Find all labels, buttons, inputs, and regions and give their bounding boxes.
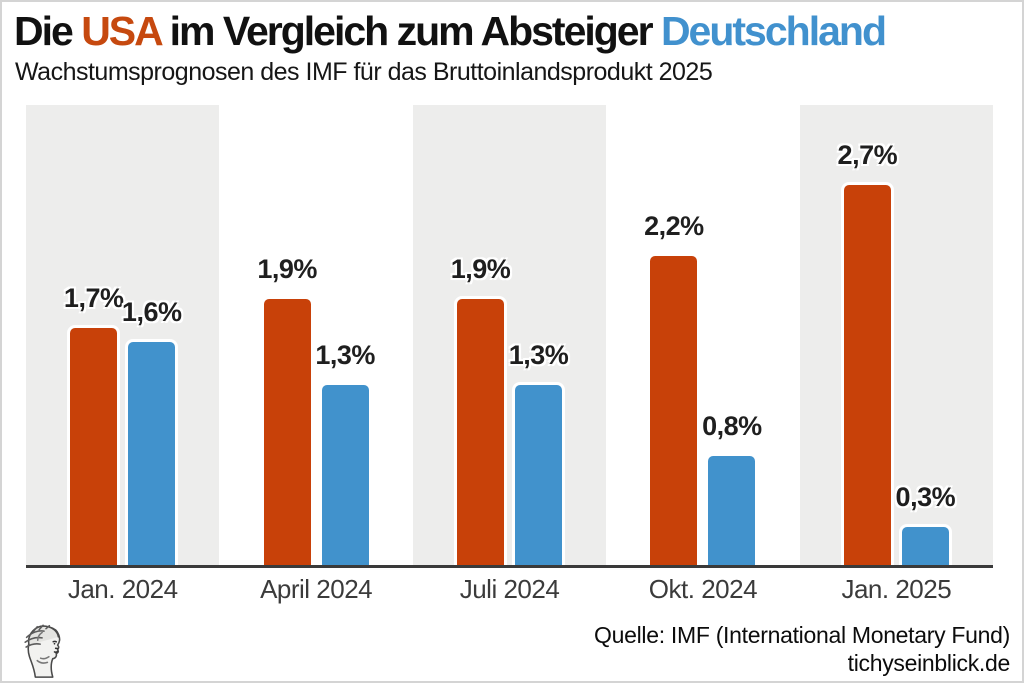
bar-fill-usa-3 <box>454 296 508 567</box>
bar-deutschland-4: 0,8% <box>702 411 762 567</box>
source-text: Quelle: IMF (International Monetary Fund… <box>594 622 1010 648</box>
chart-group-1: 1,7% 1,6% <box>26 105 220 567</box>
title-part1: Die <box>14 8 82 54</box>
bar-fill-deutschland-2 <box>318 382 372 567</box>
bar-fill-deutschland-4 <box>705 453 759 567</box>
value-label-usa-2: 1,9% <box>257 254 317 284</box>
bar-deutschland-2: 1,3% <box>315 340 375 567</box>
bar-usa-5: 2,7% <box>838 140 898 567</box>
x-axis-label-4: Okt. 2024 <box>648 574 758 604</box>
bar-usa-2: 1,9% <box>257 254 317 567</box>
value-label-usa-1: 1,7% <box>63 283 124 313</box>
bar-fill-deutschland-1 <box>125 339 179 567</box>
value-label-usa-4: 2,2% <box>644 211 704 241</box>
x-axis-label-3: Juli 2024 <box>459 574 560 604</box>
chart-group-4: 2,2% 0,8% <box>606 105 799 567</box>
bar-fill-deutschland-3 <box>512 382 566 567</box>
value-label-deutschland-3: 1,3% <box>508 340 569 370</box>
tichys-einblick-logo <box>24 624 61 678</box>
bar-fill-usa-1 <box>67 325 121 567</box>
x-axis-line <box>26 565 993 568</box>
bar-deutschland-3: 1,3% <box>509 340 569 567</box>
source-block: Quelle: IMF (International Monetary Fund… <box>594 621 1010 677</box>
chart-subtitle: Wachstumsprognosen des IMF für das Brutt… <box>15 58 713 86</box>
chart-group-3: 1,9% 1,3% <box>412 105 607 567</box>
value-label-deutschland-1: 1,6% <box>121 297 182 327</box>
chart-group-5: 2,7% 0,3% <box>799 105 994 567</box>
value-label-deutschland-4: 0,8% <box>702 411 762 441</box>
title-germany-accent: Deutschland <box>660 8 887 54</box>
x-axis-label-5: Jan. 2025 <box>841 574 952 604</box>
bar-usa-3: 1,9% <box>451 254 511 567</box>
website-text: tichyseinblick.de <box>847 650 1011 676</box>
value-label-usa-3: 1,9% <box>450 254 511 284</box>
bar-usa-4: 2,2% <box>644 211 704 567</box>
bar-fill-usa-4 <box>647 253 701 567</box>
x-axis-labels: Jan. 2024 April 2024 Juli 2024 Okt. 2024 Jan… <box>26 574 993 605</box>
bar-usa-1: 1,7% <box>64 283 124 567</box>
value-label-deutschland-2: 1,3% <box>315 340 375 370</box>
title-usa-accent: USA <box>81 8 162 54</box>
x-axis-label-1: Jan. 2024 <box>67 574 178 604</box>
value-label-deutschland-5: 0,3% <box>895 482 956 512</box>
title-part2: im Vergleich zum Absteiger <box>160 8 661 54</box>
bar-fill-usa-5 <box>840 182 894 567</box>
bar-deutschland-1: 1,6% <box>122 297 182 567</box>
bar-fill-usa-2 <box>260 296 314 567</box>
page-title: Die USA im Vergleich zum Absteiger Deuts… <box>14 8 887 55</box>
bar-chart: 1,7% 1,6% 1,9% 1,3% 1,9% 1,3% 2,2% 0,8% 2,7% 0,3% <box>26 105 994 567</box>
bar-deutschland-5: 0,3% <box>896 482 956 567</box>
chart-group-2: 1,9% 1,3% <box>219 105 412 567</box>
bar-fill-deutschland-5 <box>898 524 952 567</box>
x-axis-label-2: April 2024 <box>260 574 373 604</box>
value-label-usa-5: 2,7% <box>837 140 898 170</box>
